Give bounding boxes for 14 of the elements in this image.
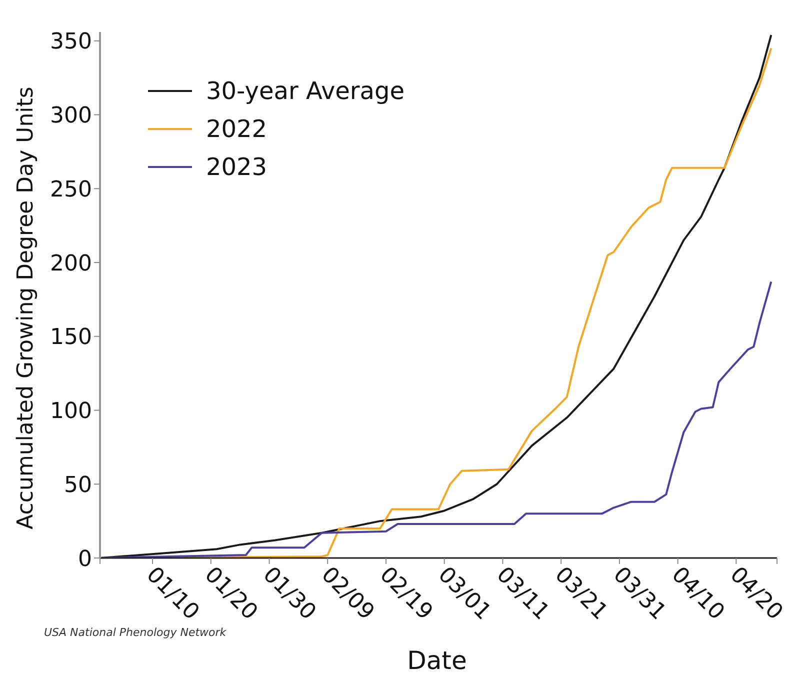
y-tick-label: 250	[50, 177, 92, 202]
x-axis-title: Date	[406, 646, 468, 675]
legend-label: 30-year Average	[206, 77, 405, 105]
y-tick-label: 300	[50, 104, 92, 129]
text: USA National Phenology Network	[44, 626, 226, 639]
y-tick-label: 150	[50, 325, 92, 350]
y-tick-label: 50	[64, 472, 92, 498]
y-tick-label: 200	[50, 251, 92, 276]
y-tick-label: 0	[78, 546, 92, 572]
legend-label: 2023	[206, 153, 268, 181]
y-tick-label: 100	[50, 399, 92, 424]
y-tick-label: 350	[50, 30, 92, 55]
legend-label: 2022	[206, 115, 268, 143]
y-axis-title: Accumulated Growing Degree Day Units	[14, 86, 38, 530]
